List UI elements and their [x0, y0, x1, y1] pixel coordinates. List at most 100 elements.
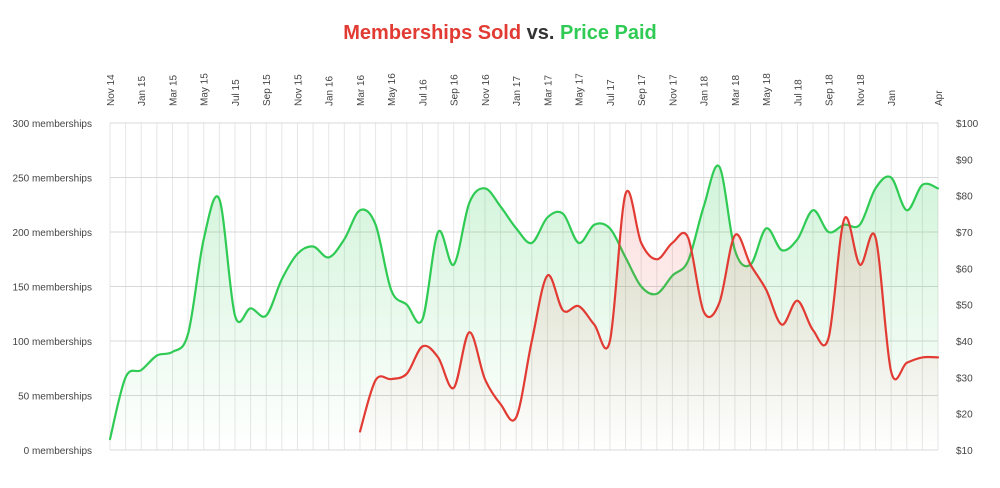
data-point-price-paid — [780, 248, 784, 252]
data-point-memberships-sold — [670, 241, 674, 245]
data-point-memberships-sold — [624, 192, 628, 196]
data-point-price-paid — [889, 176, 893, 180]
x-tick-label: Apr — [934, 90, 945, 106]
data-point-memberships-sold — [764, 288, 768, 292]
data-point-price-paid — [233, 314, 237, 318]
data-point-price-paid — [155, 354, 159, 358]
x-tick-label: Sep 15 — [262, 74, 273, 106]
y-left-tick-label: 200 memberships — [13, 228, 92, 239]
y-right-tick-label: $60 — [956, 264, 973, 275]
data-point-price-paid — [264, 314, 268, 318]
data-point-price-paid — [139, 368, 143, 372]
data-point-price-paid — [311, 245, 315, 249]
x-tick-label: Jan — [887, 90, 898, 106]
data-point-memberships-sold — [358, 430, 362, 434]
x-tick-label: Sep 18 — [825, 74, 836, 106]
data-point-memberships-sold — [905, 361, 909, 365]
data-point-memberships-sold — [811, 328, 815, 332]
y-right-tick-label: $40 — [956, 337, 973, 348]
x-tick-label: May 16 — [387, 73, 398, 106]
x-tick-label: Nov 14 — [106, 74, 117, 106]
x-tick-label: Jan 17 — [512, 76, 523, 106]
data-point-price-paid — [108, 437, 112, 441]
data-point-price-paid — [249, 306, 253, 310]
data-point-price-paid — [717, 165, 721, 169]
x-tick-label: Jan 15 — [137, 76, 148, 106]
data-point-memberships-sold — [577, 304, 581, 308]
data-point-price-paid — [374, 223, 378, 227]
data-point-price-paid — [202, 237, 206, 241]
data-point-memberships-sold — [920, 355, 924, 359]
title-memberships-sold: Memberships Sold — [343, 22, 522, 44]
data-point-price-paid — [358, 208, 362, 212]
x-tick-label: Mar 16 — [356, 74, 367, 106]
data-point-memberships-sold — [389, 377, 393, 381]
x-tick-label: Nov 15 — [293, 74, 304, 106]
y-right-tick-label: $100 — [956, 119, 979, 130]
data-point-memberships-sold — [749, 263, 753, 267]
data-point-price-paid — [452, 263, 456, 267]
data-point-price-paid — [561, 212, 565, 216]
chart-title: Memberships Sold vs. Price Paid — [0, 22, 1000, 45]
data-point-memberships-sold — [452, 386, 456, 390]
x-tick-label: May 17 — [575, 73, 586, 106]
data-point-memberships-sold — [655, 257, 659, 261]
y-right-tick-label: $80 — [956, 192, 973, 203]
y-left-tick-label: 50 memberships — [18, 392, 92, 403]
data-point-price-paid — [592, 223, 596, 227]
data-point-memberships-sold — [780, 323, 784, 327]
y-left-tick-label: 0 memberships — [24, 446, 92, 457]
data-point-memberships-sold — [514, 415, 518, 419]
data-point-memberships-sold — [795, 299, 799, 303]
y-left-tick-label: 250 memberships — [13, 174, 92, 185]
data-point-memberships-sold — [733, 233, 737, 237]
data-point-memberships-sold — [530, 339, 534, 343]
data-point-price-paid — [483, 186, 487, 190]
x-tick-label: Nov 17 — [668, 74, 679, 106]
data-point-price-paid — [405, 303, 409, 307]
series-line-price-paid — [108, 164, 940, 441]
data-point-memberships-sold — [467, 330, 471, 334]
y-left-tick-label: 150 memberships — [13, 283, 92, 294]
data-point-memberships-sold — [858, 263, 862, 267]
data-point-price-paid — [280, 277, 284, 281]
data-point-price-paid — [811, 208, 815, 212]
data-point-memberships-sold — [421, 344, 425, 348]
title-price-paid: Price Paid — [560, 22, 657, 44]
data-point-price-paid — [499, 205, 503, 209]
data-point-price-paid — [827, 230, 831, 234]
data-point-memberships-sold — [827, 336, 831, 340]
data-point-memberships-sold — [561, 309, 565, 313]
data-point-memberships-sold — [436, 355, 440, 359]
data-point-price-paid — [858, 223, 862, 227]
data-point-price-paid — [905, 208, 909, 212]
y-right-tick-label: $10 — [956, 446, 973, 457]
data-point-memberships-sold — [702, 310, 706, 314]
data-point-price-paid — [171, 350, 175, 354]
data-point-price-paid — [920, 183, 924, 187]
data-point-memberships-sold — [545, 274, 549, 278]
x-tick-label: May 15 — [200, 73, 211, 106]
y-right-tick-label: $30 — [956, 373, 973, 384]
title-vs: vs. — [526, 22, 555, 44]
data-point-price-paid — [795, 237, 799, 241]
x-tick-label: Jan 16 — [325, 76, 336, 106]
data-point-memberships-sold — [592, 323, 596, 327]
data-point-price-paid — [702, 205, 706, 209]
data-point-memberships-sold — [483, 377, 487, 381]
x-tick-label: Jul 15 — [231, 79, 242, 106]
x-tick-label: Jul 18 — [793, 79, 804, 106]
data-point-price-paid — [124, 375, 128, 379]
series-line-memberships-sold — [358, 189, 940, 433]
data-point-memberships-sold — [842, 217, 846, 221]
data-point-price-paid — [186, 332, 190, 336]
data-point-memberships-sold — [405, 372, 409, 376]
data-point-price-paid — [936, 186, 940, 190]
data-point-price-paid — [608, 226, 612, 230]
x-tick-label: Nov 16 — [481, 74, 492, 106]
data-point-memberships-sold — [639, 241, 643, 245]
x-tick-label: Sep 17 — [637, 74, 648, 106]
y-right-tick-label: $70 — [956, 228, 973, 239]
y-right-tick-label: $20 — [956, 410, 973, 421]
